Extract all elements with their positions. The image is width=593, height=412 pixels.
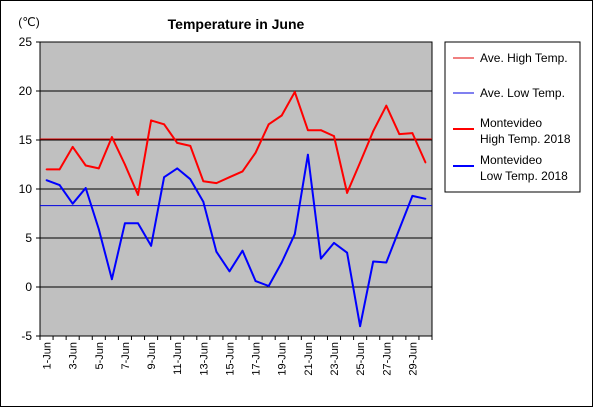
data-point bbox=[137, 222, 139, 225]
data-point bbox=[176, 142, 179, 144]
y-tick-label: 5 bbox=[25, 231, 32, 245]
series-line-3 bbox=[46, 153, 426, 328]
data-point bbox=[45, 179, 48, 182]
data-point bbox=[346, 192, 348, 194]
x-tick-label: 25-Jun bbox=[355, 342, 367, 376]
x-tick-label: 7-Jun bbox=[120, 342, 132, 370]
data-point bbox=[398, 133, 401, 136]
data-point bbox=[45, 168, 48, 171]
data-point bbox=[359, 325, 362, 328]
data-point bbox=[333, 242, 335, 244]
data-point bbox=[84, 187, 87, 189]
data-point bbox=[306, 153, 309, 156]
data-point bbox=[385, 261, 388, 264]
y-tick-label: -5 bbox=[21, 329, 32, 343]
x-tick-label: 21-Jun bbox=[303, 342, 315, 376]
x-tick-label: 23-Jun bbox=[329, 342, 341, 376]
data-point bbox=[228, 270, 231, 273]
data-point bbox=[163, 123, 166, 126]
data-point bbox=[215, 250, 218, 253]
data-point bbox=[189, 144, 192, 147]
y-tick-label: 10 bbox=[19, 182, 33, 196]
data-point bbox=[189, 178, 192, 181]
x-tick-label: 11-Jun bbox=[172, 342, 184, 375]
data-point bbox=[254, 151, 257, 154]
data-point bbox=[71, 145, 74, 148]
data-point bbox=[110, 136, 113, 138]
x-tick-label: 3-Jun bbox=[68, 342, 80, 370]
data-point bbox=[215, 182, 218, 185]
data-point bbox=[424, 161, 427, 164]
unit-label: (℃) bbox=[18, 15, 39, 29]
data-point bbox=[267, 285, 270, 287]
chart-title: Temperature in June bbox=[168, 16, 305, 32]
x-tick-label: 29-Jun bbox=[407, 342, 419, 376]
y-axis: -5 0 5 10 15 20 25 bbox=[19, 35, 40, 343]
data-point bbox=[333, 135, 335, 137]
data-point bbox=[254, 280, 257, 283]
data-point bbox=[411, 194, 414, 197]
data-point bbox=[372, 260, 375, 263]
data-point bbox=[97, 228, 100, 231]
data-point bbox=[150, 244, 152, 247]
legend-label: Montevideo bbox=[480, 116, 542, 130]
data-point bbox=[176, 167, 179, 170]
legend-label: Ave. High Temp. bbox=[480, 51, 568, 65]
series-layer bbox=[40, 91, 432, 328]
legend-label: Montevideo bbox=[480, 153, 542, 167]
y-tick-label: 0 bbox=[25, 280, 32, 294]
x-tick-label: 19-Jun bbox=[277, 342, 289, 376]
y-tick-label: 15 bbox=[19, 133, 33, 147]
data-point bbox=[150, 119, 152, 122]
grid-lines bbox=[40, 90, 432, 288]
data-point bbox=[280, 261, 283, 264]
data-point bbox=[320, 257, 322, 260]
x-tick-label: 27-Jun bbox=[381, 342, 393, 376]
y-tick-label: 20 bbox=[19, 84, 33, 98]
data-point bbox=[58, 168, 61, 171]
data-point bbox=[280, 114, 283, 117]
data-point bbox=[293, 91, 296, 93]
x-tick-label: 13-Jun bbox=[198, 342, 210, 376]
data-point bbox=[267, 123, 270, 126]
data-point bbox=[202, 180, 205, 183]
y-tick-label: 25 bbox=[19, 35, 33, 49]
legend-label: High Temp. 2018 bbox=[480, 132, 571, 146]
x-tick-label: 5-Jun bbox=[94, 342, 106, 370]
x-axis: 1-Jun 3-Jun 5-Jun 7-Jun 9-Jun 11-Jun 13-Jun 15-… bbox=[39, 336, 433, 376]
x-tick-label: 17-Jun bbox=[251, 342, 263, 376]
data-point bbox=[110, 278, 113, 281]
data-point bbox=[385, 104, 388, 107]
data-point bbox=[84, 164, 87, 167]
data-point bbox=[411, 132, 414, 135]
data-point bbox=[346, 251, 348, 254]
data-point bbox=[137, 193, 139, 196]
series-line-2 bbox=[46, 91, 427, 196]
data-point bbox=[124, 163, 126, 166]
data-point bbox=[359, 161, 362, 164]
data-point bbox=[424, 197, 427, 200]
data-point bbox=[202, 200, 205, 203]
data-point bbox=[124, 222, 126, 225]
data-point bbox=[241, 170, 244, 173]
data-point bbox=[320, 129, 322, 132]
data-point bbox=[306, 129, 309, 132]
data-point bbox=[293, 233, 296, 235]
data-point bbox=[398, 228, 401, 231]
data-point bbox=[241, 249, 244, 252]
legend: Ave. High Temp. Ave. Low Temp. Montevideo H… bbox=[453, 51, 571, 183]
data-point bbox=[71, 202, 74, 205]
legend-label: Ave. Low Temp. bbox=[480, 86, 565, 100]
data-point bbox=[163, 176, 166, 179]
data-point bbox=[228, 176, 231, 179]
data-point bbox=[97, 167, 100, 170]
x-tick-label: 15-Jun bbox=[224, 342, 236, 376]
x-tick-label: 1-Jun bbox=[42, 342, 54, 370]
legend-label: Low Temp. 2018 bbox=[480, 169, 568, 183]
x-tick-label: 9-Jun bbox=[146, 342, 158, 370]
data-point bbox=[58, 184, 61, 186]
data-point bbox=[372, 130, 375, 133]
